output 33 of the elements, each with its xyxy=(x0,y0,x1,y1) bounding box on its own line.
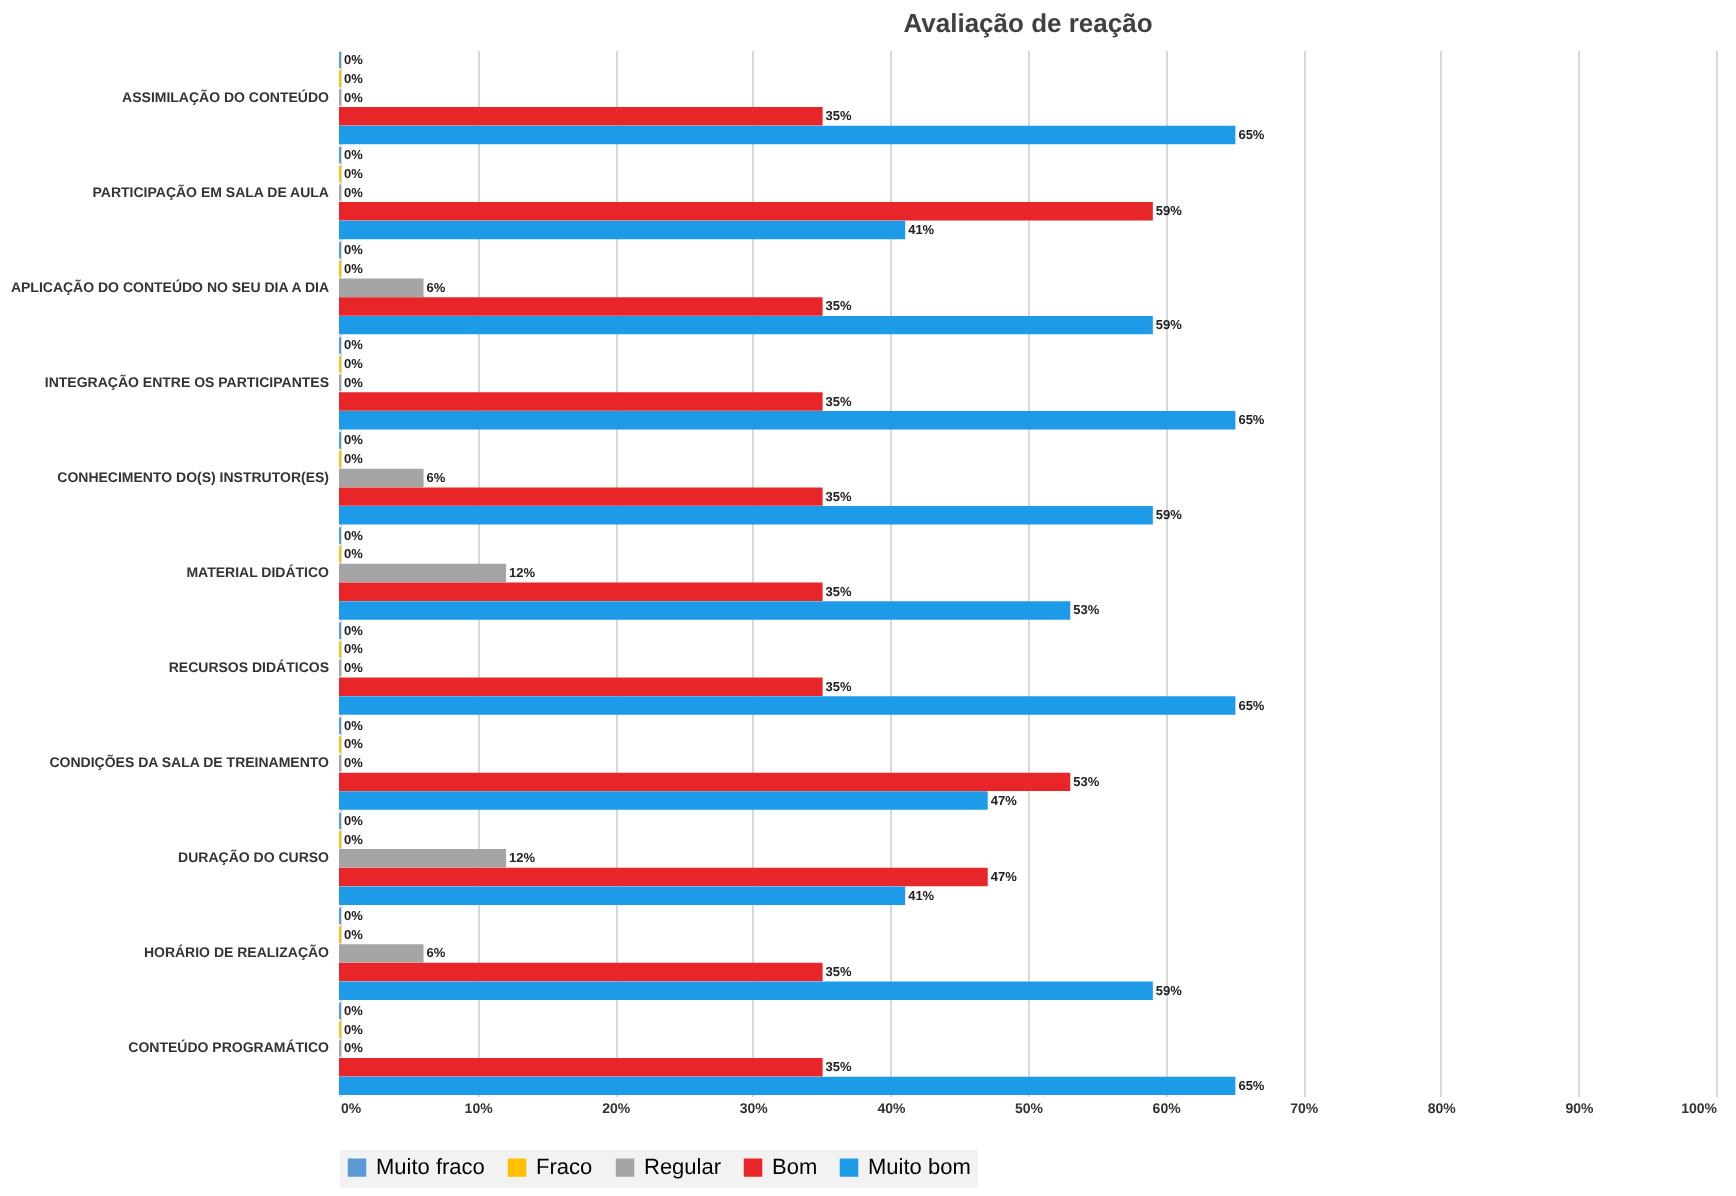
bar xyxy=(339,392,823,411)
bar xyxy=(339,487,823,506)
bar xyxy=(339,315,1153,335)
bar xyxy=(339,220,906,240)
bar xyxy=(339,849,507,868)
bar xyxy=(339,1076,1236,1096)
legend-label: Muito bom xyxy=(868,1155,971,1180)
bar xyxy=(339,962,823,982)
legend-label: Regular xyxy=(644,1155,722,1180)
bar xyxy=(339,411,1236,430)
bar xyxy=(339,563,507,583)
bar xyxy=(339,886,906,905)
bar xyxy=(339,791,988,810)
bar xyxy=(339,944,424,963)
bar xyxy=(339,125,1236,145)
bar xyxy=(339,278,424,297)
bar xyxy=(339,506,1153,525)
legend-label: Muito fraco xyxy=(376,1155,485,1180)
bar xyxy=(339,202,1153,221)
bar xyxy=(339,468,424,488)
bar xyxy=(339,601,1071,620)
bar xyxy=(339,981,1153,1001)
chart-title: Avaliação de reação xyxy=(903,8,1153,38)
bar xyxy=(339,867,988,887)
legend-label: Fraco xyxy=(536,1155,593,1180)
bar xyxy=(339,696,1236,715)
bar xyxy=(339,677,823,697)
bar xyxy=(339,107,823,126)
bar xyxy=(339,582,823,601)
legend-label: Bom xyxy=(772,1155,818,1180)
bar xyxy=(339,772,1071,792)
bar xyxy=(339,297,823,316)
bar xyxy=(339,1057,823,1077)
